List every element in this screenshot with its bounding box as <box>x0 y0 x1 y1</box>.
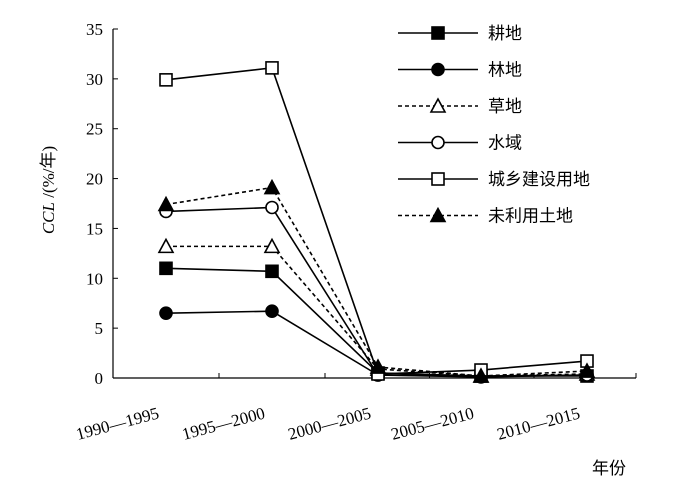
series-4 <box>159 200 594 383</box>
legend-label: 水域 <box>488 134 522 154</box>
y-tick-label: 15 <box>86 219 103 238</box>
data-point <box>265 304 279 318</box>
data-point <box>265 200 279 215</box>
series-6 <box>157 178 596 383</box>
data-point <box>265 264 279 279</box>
data-point <box>159 261 173 276</box>
y-tick-label: 20 <box>86 170 103 189</box>
legend-marker <box>431 135 445 150</box>
legend-label: 未利用土地 <box>488 207 573 227</box>
x-tick-label: 2005—2010 <box>389 404 476 444</box>
legend-item: 林地 <box>398 61 522 81</box>
data-point <box>578 362 596 378</box>
legend-item: 城乡建设用地 <box>398 170 590 190</box>
data-point <box>157 195 175 212</box>
x-tick-label: 2000—2005 <box>286 404 373 444</box>
axes <box>112 29 636 379</box>
data-point <box>263 237 281 254</box>
y-tick-label: 10 <box>86 269 103 288</box>
data-point <box>265 61 279 75</box>
y-tick-label: 35 <box>86 20 103 39</box>
legend-marker <box>431 26 445 40</box>
y-tick-label: 0 <box>95 369 104 388</box>
legend-marker <box>429 97 447 113</box>
legend-item: 水域 <box>398 134 522 154</box>
data-point <box>159 73 173 87</box>
y-tick-label: 5 <box>95 319 104 338</box>
x-axis-title: 年份 <box>592 459 626 478</box>
legend-label: 草地 <box>488 97 522 117</box>
legend-marker <box>431 172 445 186</box>
series-line <box>165 206 588 377</box>
y-tick-label: 25 <box>86 120 103 139</box>
legend-item: 未利用土地 <box>398 207 573 227</box>
legend-marker <box>431 62 445 77</box>
legend-label: 城乡建设用地 <box>488 170 590 190</box>
y-ticks: 0 5 10 15 20 25 30 35 <box>86 20 118 388</box>
series-3 <box>157 237 596 383</box>
y-axis-title: CCL /(%/年) <box>39 146 58 234</box>
legend-item: 草地 <box>398 97 522 117</box>
data-point <box>369 358 387 374</box>
series-line <box>166 245 588 377</box>
legend-label: 林地 <box>488 61 522 81</box>
data-point <box>472 367 490 383</box>
x-tick-label: 2010—2015 <box>495 404 582 444</box>
data-point <box>159 306 173 320</box>
y-axis-title-italic: CCL <box>39 202 58 234</box>
x-tick-label: 1995—2000 <box>180 404 267 444</box>
data-point <box>263 178 281 195</box>
legend-marker <box>429 206 447 223</box>
series-layer <box>157 61 596 384</box>
data-point <box>157 237 175 254</box>
series-line <box>165 267 587 377</box>
x-tick-label: 1990—1995 <box>74 404 161 444</box>
x-ticks: 1990—1995 1995—2000 2000—2005 2005—2010 2010… <box>74 373 637 444</box>
legend-item: 耕地 <box>398 24 522 44</box>
legend-label: 耕地 <box>488 24 522 44</box>
y-axis-title-unit: /(%/年) <box>39 146 58 202</box>
y-tick-label: 30 <box>86 70 103 89</box>
